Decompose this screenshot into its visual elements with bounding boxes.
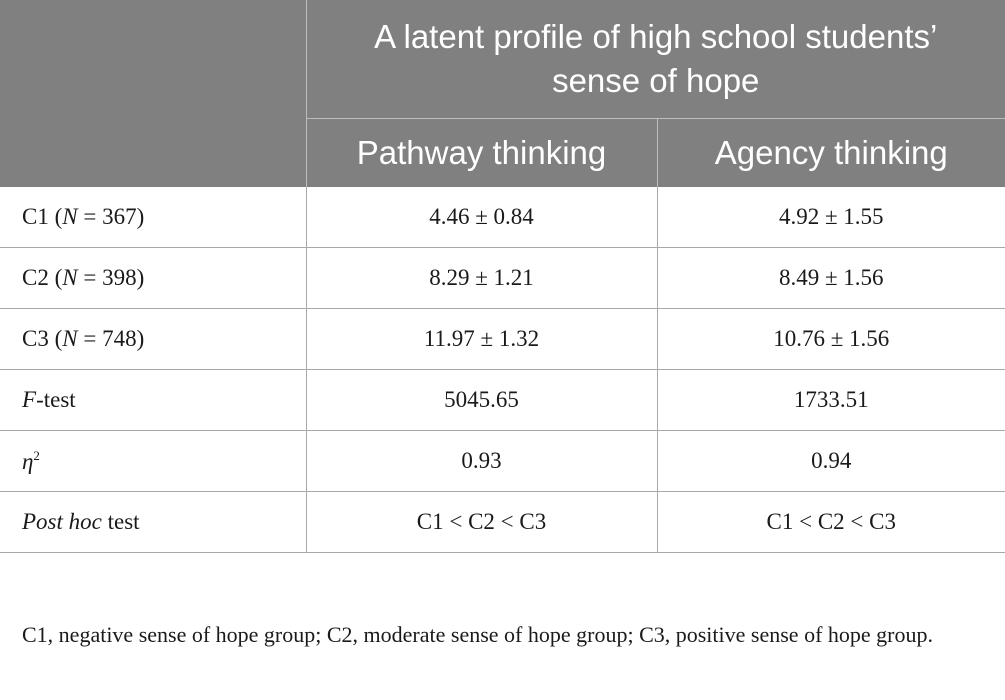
row-label-f-test: F-test xyxy=(0,369,307,431)
cell-c1-agency: 4.92 ± 1.55 xyxy=(656,187,1005,248)
hope-profile-table: A latent profile of high school students… xyxy=(0,0,1005,553)
cell-eta-agency: 0.94 xyxy=(656,430,1005,492)
cell-c3-pathway: 11.97 ± 1.32 xyxy=(305,308,658,370)
row-label-post-hoc: Post hoc test xyxy=(0,491,307,553)
cell-c1-pathway: 4.46 ± 0.84 xyxy=(305,187,658,248)
table-row: η2 0.93 0.94 xyxy=(0,430,1005,492)
group-header-title: A latent profile of high school students… xyxy=(374,18,938,99)
table-row: C1 (N = 367) 4.46 ± 0.84 4.92 ± 1.55 xyxy=(0,187,1005,248)
cell-f-agency: 1733.51 xyxy=(656,369,1005,431)
table-body: C1 (N = 367) 4.46 ± 0.84 4.92 ± 1.55 C2 … xyxy=(0,187,1005,553)
cell-posthoc-pathway: C1 < C2 < C3 xyxy=(305,491,658,553)
cell-c3-agency: 10.76 ± 1.56 xyxy=(656,308,1005,370)
table-row: C3 (N = 748) 11.97 ± 1.32 10.76 ± 1.56 xyxy=(0,308,1005,370)
table-row: Post hoc test C1 < C2 < C3 C1 < C2 < C3 xyxy=(0,491,1005,553)
header-corner-cell xyxy=(0,0,307,187)
cell-eta-pathway: 0.93 xyxy=(305,430,658,492)
cell-c2-agency: 8.49 ± 1.56 xyxy=(656,247,1005,309)
column-header-agency: Agency thinking xyxy=(657,118,1005,187)
row-label-c2: C2 (N = 398) xyxy=(0,247,307,309)
group-header-cell: A latent profile of high school students… xyxy=(306,0,1005,119)
cell-f-pathway: 5045.65 xyxy=(305,369,658,431)
table-footnote: C1, negative sense of hope group; C2, mo… xyxy=(22,622,933,647)
cell-posthoc-agency: C1 < C2 < C3 xyxy=(656,491,1005,553)
table-row: C2 (N = 398) 8.29 ± 1.21 8.49 ± 1.56 xyxy=(0,247,1005,309)
row-label-c1: C1 (N = 367) xyxy=(0,187,307,248)
row-label-eta-squared: η2 xyxy=(0,430,307,492)
table-row: F-test 5045.65 1733.51 xyxy=(0,369,1005,431)
column-header-pathway: Pathway thinking xyxy=(306,118,658,187)
cell-c2-pathway: 8.29 ± 1.21 xyxy=(305,247,658,309)
row-label-c3: C3 (N = 748) xyxy=(0,308,307,370)
table-header: A latent profile of high school students… xyxy=(0,0,1005,187)
